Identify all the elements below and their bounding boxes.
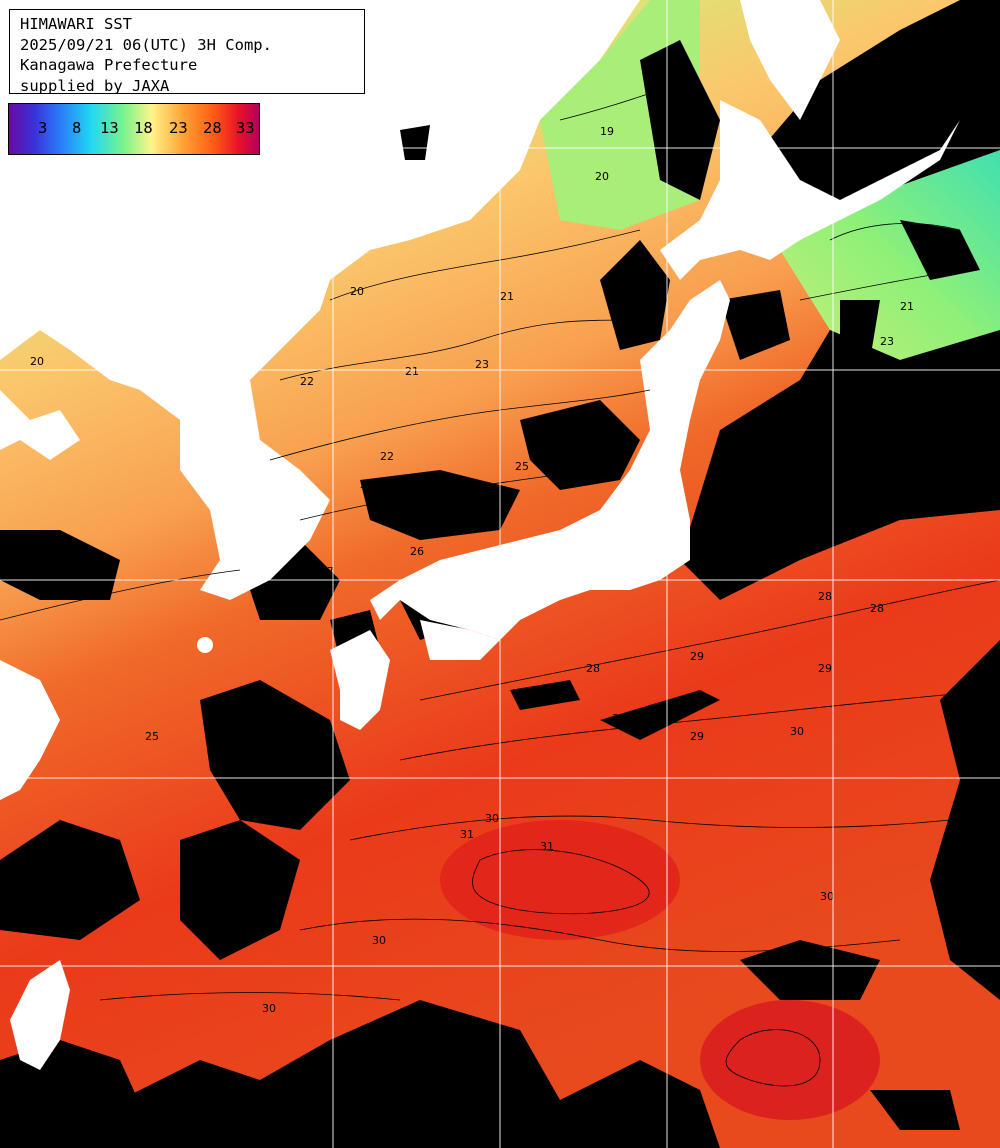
legend-tick: 33	[236, 119, 255, 137]
cold-water-area	[780, 150, 1000, 360]
contour-label: 28	[818, 590, 832, 603]
contour-label: 23	[880, 335, 894, 348]
contour-label: 30	[790, 725, 804, 738]
legend-tick: 28	[203, 119, 222, 137]
contour-label: 31	[460, 828, 474, 841]
contour-label: 28	[586, 662, 600, 675]
contour-label: 20	[595, 170, 609, 183]
map-title-box: HIMAWARI SST 2025/09/21 06(UTC) 3H Comp.…	[9, 9, 365, 95]
contour-label: 21	[900, 300, 914, 313]
contour-label: 26	[410, 545, 424, 558]
contour-label: 19	[600, 125, 614, 138]
contour-labels: 19 20 21 20 21 22 23 22 24 23 24 25 26 2…	[30, 125, 959, 1015]
color-scale-legend: 3 8 13 18 23 28 33	[8, 103, 260, 155]
title-datetime: 2025/09/21 06(UTC) 3H Comp.	[20, 35, 272, 54]
legend-tick: 3	[38, 119, 48, 137]
contour-label: 25	[515, 460, 529, 473]
title-product: HIMAWARI SST	[20, 15, 132, 33]
contour-label: 30	[820, 890, 834, 903]
contour-label: 25	[145, 730, 159, 743]
contour-label: 30	[262, 1002, 276, 1015]
contour-label: 23	[810, 402, 824, 415]
title-region: Kanagawa Prefecture	[20, 56, 198, 74]
contour-label: 29	[690, 730, 704, 743]
contour-label: 21	[405, 365, 419, 378]
contour-label: 30	[372, 934, 386, 947]
contour-label: 22	[300, 375, 314, 388]
contour-label: 21	[500, 290, 514, 303]
contour-label: 30	[612, 712, 626, 725]
legend-tick: 18	[134, 119, 153, 137]
contour-label: 23	[475, 358, 489, 371]
contour-label: 24	[470, 485, 484, 498]
island-shadow	[400, 125, 430, 160]
legend-tick: 13	[100, 119, 119, 137]
contour-label: 29	[690, 650, 704, 663]
title-source: supplied by JAXA	[20, 76, 170, 95]
contour-label: 29	[818, 662, 832, 675]
contour-label: 20	[30, 355, 44, 368]
contour-label: 28	[870, 602, 884, 615]
legend-tick: 23	[169, 119, 188, 137]
contour-label: 22	[380, 450, 394, 463]
contour-label: 21	[945, 240, 959, 253]
contour-label: 20	[350, 285, 364, 298]
warm-pool	[700, 1000, 880, 1120]
contour-label: 31	[540, 840, 554, 853]
contour-label: 30	[485, 812, 499, 825]
contour-label: 24	[360, 478, 374, 491]
contour-label: 27	[320, 565, 334, 578]
legend-tick: 8	[72, 119, 82, 137]
